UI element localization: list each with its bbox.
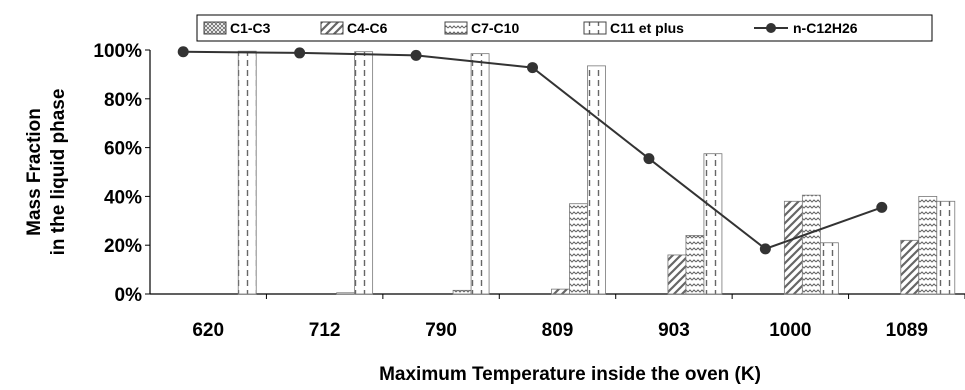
- x-axis-title: Maximum Temperature inside the oven (K): [379, 364, 761, 385]
- bar-c11-et-plus-1000: [819, 242, 839, 295]
- y-axis-title-line1: Mass Fraction: [24, 108, 45, 236]
- bar-c7-c10-903: [685, 235, 705, 295]
- legend-label-c4-c6: C4-C6: [347, 20, 388, 36]
- x-tick-label: 620: [192, 320, 224, 341]
- y-tick-label: 60%: [104, 139, 142, 160]
- y-tick-label: 80%: [104, 90, 142, 111]
- y-tick-label: 40%: [104, 187, 142, 208]
- bar-c4-c6-1000: [783, 200, 803, 295]
- bar-c11-et-plus-712: [354, 51, 374, 295]
- point-n-c12h26-809: [527, 62, 538, 74]
- bar-c11-et-plus-809: [587, 65, 606, 295]
- bar-c7-c10-712: [336, 292, 356, 295]
- bar-c11-et-plus-903: [703, 153, 723, 295]
- bar-c7-c10-809: [569, 203, 588, 295]
- y-axis-title-line2: in the liquid phase: [48, 89, 69, 256]
- bar-c7-c10-790: [452, 289, 472, 295]
- x-tick-label: 1000: [769, 320, 811, 341]
- bar-c4-c6-903: [667, 254, 687, 295]
- legend-label-c1-c3: C1-C3: [230, 20, 271, 36]
- line-n-c12h26: [183, 50, 883, 250]
- legend-swatch-c11-et-plus: [583, 21, 607, 35]
- legend-swatch-c4-c6: [320, 21, 344, 35]
- bar-c7-c10-1000: [801, 194, 821, 295]
- point-n-c12h26-620: [177, 46, 189, 58]
- legend-marker-n-c12h26: [766, 23, 776, 33]
- point-n-c12h26-1000: [759, 243, 771, 255]
- point-n-c12h26-1089: [876, 201, 888, 213]
- legend-label-c7-c10: C7-C10: [471, 20, 519, 36]
- legend-swatch-c1-c3: [203, 21, 227, 35]
- y-tick-label: 100%: [93, 41, 142, 62]
- y-tick-label: 0%: [115, 285, 143, 306]
- bar-c7-c10-1089: [918, 195, 938, 295]
- bar-c11-et-plus-620: [237, 50, 257, 295]
- x-tick-label: 1089: [886, 320, 928, 341]
- legend: C1-C3 C4-C6 C7-C10 C11 et plus n-C12H26: [196, 14, 933, 42]
- legend-swatch-c7-c10: [444, 21, 468, 35]
- x-tick-label: 809: [542, 320, 574, 341]
- bar-c11-et-plus-1089: [936, 200, 956, 295]
- legend-box: [196, 14, 933, 42]
- x-tick-label: 790: [425, 320, 457, 341]
- legend-label-c11-et-plus: C11 et plus: [610, 20, 684, 36]
- plot-area: 0% 20% 40% 60% 80% 100% 620 712 790 809 903 1000 108…: [93, 41, 965, 341]
- point-n-c12h26-903: [643, 153, 655, 165]
- point-n-c12h26-790: [410, 49, 422, 61]
- y-tick-label: 20%: [104, 236, 142, 257]
- point-n-c12h26-712: [294, 47, 306, 59]
- bar-c11-et-plus-790: [470, 53, 490, 295]
- legend-label-n-c12h26: n-C12H26: [793, 20, 858, 36]
- x-tick-label: 712: [309, 320, 341, 341]
- bar-c4-c6-1089: [900, 239, 920, 295]
- x-tick-label: 903: [658, 320, 690, 341]
- bar-c4-c6-809: [551, 288, 570, 295]
